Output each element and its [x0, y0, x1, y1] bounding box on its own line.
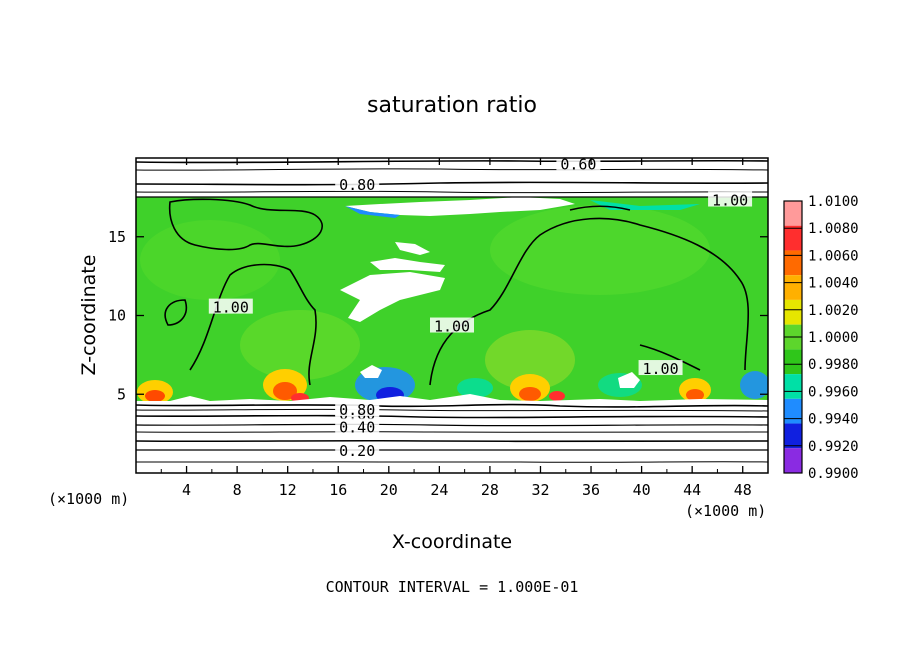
- colorbar-swatch: [784, 448, 802, 473]
- contour-label: 0.80: [339, 176, 375, 194]
- x-tick-label: 40: [633, 481, 651, 499]
- x-unit-left: (×1000 m): [48, 490, 129, 508]
- contour-labels: 0.600.801.001.001.001.000.600.800.400.20: [208, 155, 753, 460]
- contour-label-bg: [708, 191, 753, 207]
- colorbar-label: 1.0100: [808, 194, 859, 210]
- colorbar-swatch: [784, 275, 802, 300]
- colorbar-swatch: [784, 201, 802, 226]
- contour-label-bg: [335, 401, 380, 416]
- y-axis-label: Z-coordinate: [78, 255, 100, 376]
- colorbar-label: 1.0060: [808, 248, 859, 264]
- colorbar-label: 1.0000: [808, 330, 859, 346]
- contour-label-bg: [430, 317, 474, 333]
- x-tick-label: 8: [233, 481, 242, 499]
- x-axis: 4 8 12 16 20 24 28 32 36 40 44 48: [160, 158, 752, 499]
- chart-title: saturation ratio: [367, 93, 537, 118]
- x-tick-label: 20: [380, 481, 398, 499]
- y-tick-label: 15: [108, 228, 126, 246]
- colorbar-label: 0.9900: [808, 466, 859, 482]
- x-tick-label: 4: [182, 481, 191, 499]
- x-tick-label: 32: [531, 481, 549, 499]
- colorbar-label: 0.9940: [808, 412, 859, 428]
- colorbar-swatch: [784, 299, 802, 325]
- x-tick-label: 48: [734, 481, 752, 499]
- colorbar-label: 1.0080: [808, 221, 859, 237]
- contour-label: 1.00: [712, 192, 748, 210]
- y-tick-label: 10: [108, 307, 126, 325]
- x-unit-right: (×1000 m): [685, 502, 766, 520]
- colorbar-label: 0.9920: [808, 439, 859, 455]
- x-tick-label: 44: [683, 481, 701, 499]
- y-axis: 5 10 15: [108, 228, 768, 403]
- contour-label-bg: [335, 441, 380, 457]
- contour-label: 1.00: [434, 318, 470, 336]
- contour-label-bg: [335, 175, 380, 191]
- contour-label: 0.60: [560, 155, 596, 173]
- contour-label: 0.20: [339, 442, 375, 460]
- colorbar-label: 0.9980: [808, 357, 859, 373]
- contour-label: 0.80: [339, 401, 375, 419]
- colorbar-label: 1.0040: [808, 276, 859, 292]
- contour-interval-note: CONTOUR INTERVAL = 1.000E-01: [326, 578, 579, 596]
- x-tick-label: 12: [279, 481, 297, 499]
- colorbar-swatch: [784, 225, 802, 251]
- colorbar-label: 1.0020: [808, 303, 859, 319]
- contour-label-bg: [208, 298, 253, 314]
- x-axis-label: X-coordinate: [392, 531, 512, 553]
- contour-label: 1.00: [642, 360, 678, 378]
- colorbar-swatch: [784, 398, 802, 424]
- contour-label-bg: [556, 155, 601, 171]
- contour-label: 1.00: [213, 299, 249, 317]
- contour-lines: [136, 159, 768, 463]
- contour-label-bg: [335, 418, 380, 434]
- colorbar-swatch: [784, 250, 802, 276]
- x-tick-label: 28: [481, 481, 499, 499]
- contour-label: 0.40: [339, 418, 375, 436]
- colorbar-swatch: [784, 423, 802, 449]
- contour-label-bg: [638, 360, 683, 376]
- x-tick-label: 24: [430, 481, 448, 499]
- x-tick-label: 36: [582, 481, 600, 499]
- y-tick-label: 5: [117, 385, 126, 403]
- colorbar: 1.0100 1.0080 1.0060 1.0040 1.0020 1.0000 0.99…: [783, 194, 859, 482]
- colorbar-swatch: [784, 374, 802, 399]
- colorbar-swatch: [784, 349, 802, 375]
- colorbar-label: 0.9960: [808, 384, 859, 400]
- x-tick-label: 16: [329, 481, 347, 499]
